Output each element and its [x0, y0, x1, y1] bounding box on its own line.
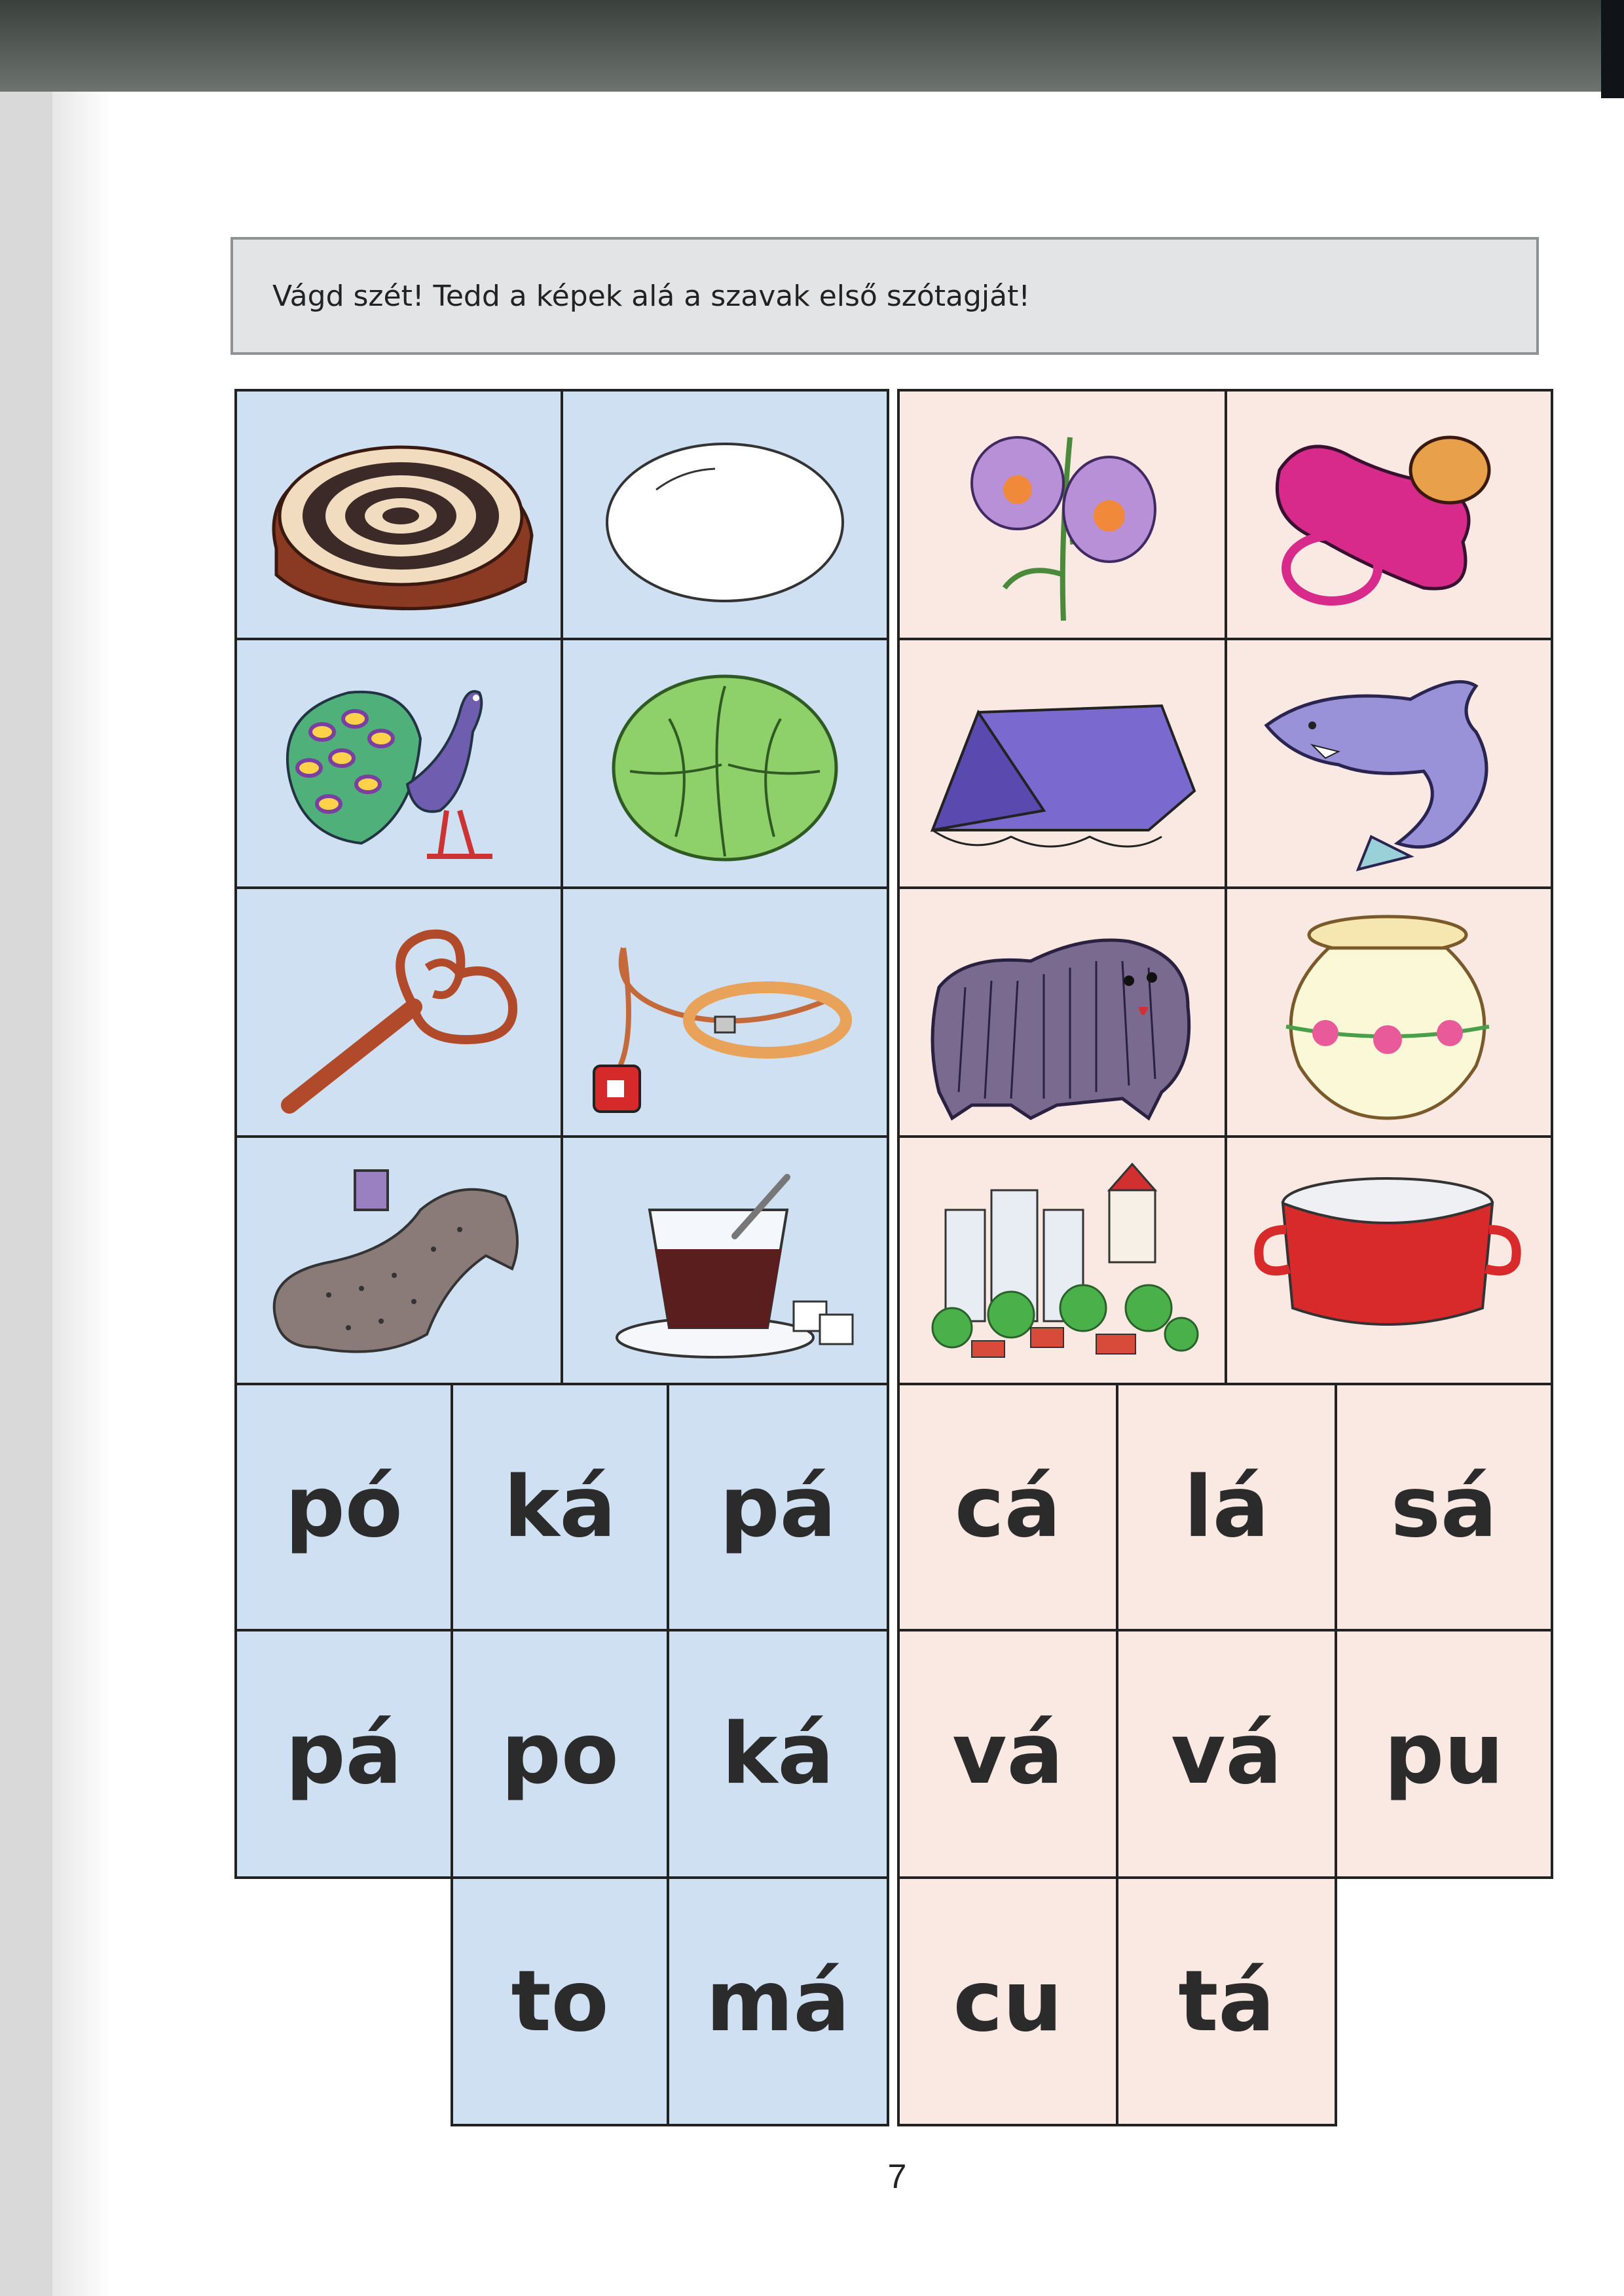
syllable-card[interactable]: pu — [1335, 1629, 1553, 1879]
pink-picture-panel — [897, 389, 1553, 1391]
grid-line — [900, 638, 1551, 640]
syllable-card[interactable]: vá — [897, 1629, 1118, 1879]
peacock-picture — [250, 660, 545, 876]
tent-picture — [913, 660, 1208, 876]
flowers-picture — [913, 411, 1208, 627]
grid-line — [237, 886, 887, 889]
scan-top-edge — [0, 0, 1624, 92]
grid-line — [900, 886, 1551, 889]
page-number: 7 — [887, 2158, 907, 2196]
pacifier-picture — [1240, 411, 1535, 627]
instruction-text: Vágd szét! Tedd a képek alá a szavak els… — [272, 279, 1030, 313]
carpet-beater-picture — [250, 909, 545, 1125]
dog-leash-picture — [578, 909, 872, 1125]
syllable-card[interactable]: vá — [1116, 1629, 1337, 1879]
tea-glass-picture — [578, 1151, 872, 1367]
instruction-box: Vágd szét! Tedd a képek alá a szavak els… — [231, 237, 1539, 355]
syllable-card[interactable]: sá — [1335, 1383, 1553, 1631]
shark-picture — [1240, 660, 1535, 876]
puli-dog-picture — [913, 909, 1208, 1125]
syllable-card[interactable]: cá — [897, 1383, 1118, 1631]
syllable-card[interactable]: tá — [1116, 1876, 1337, 2126]
syllable-card[interactable]: cu — [897, 1876, 1118, 2126]
syllable-card[interactable]: pá — [667, 1383, 889, 1631]
pot-picture — [1240, 1151, 1535, 1367]
syllable-card[interactable]: má — [667, 1876, 889, 2126]
page-binding-shadow — [52, 92, 111, 2296]
egg-picture — [578, 418, 872, 621]
syllable-card[interactable]: po — [451, 1629, 669, 1879]
grid-line — [237, 1135, 887, 1138]
grid-line — [1225, 392, 1227, 1388]
syllable-card[interactable]: pá — [234, 1629, 453, 1879]
blue-picture-panel — [234, 389, 889, 1391]
syllable-card[interactable]: to — [451, 1876, 669, 2126]
scan-corner — [1601, 0, 1624, 98]
syllable-card[interactable]: pó — [234, 1383, 453, 1631]
town-picture — [913, 1151, 1208, 1367]
poppy-seed-roll-picture — [250, 418, 545, 621]
lettuce-picture — [578, 660, 872, 876]
grid-line — [237, 638, 887, 640]
syllable-card[interactable]: lá — [1116, 1383, 1337, 1631]
grid-line — [561, 392, 563, 1388]
grid-line — [900, 1135, 1551, 1138]
syllable-card[interactable]: ká — [667, 1629, 889, 1879]
vase-picture — [1240, 909, 1535, 1125]
syllable-card[interactable]: ká — [451, 1383, 669, 1631]
scarf-picture — [250, 1151, 545, 1367]
